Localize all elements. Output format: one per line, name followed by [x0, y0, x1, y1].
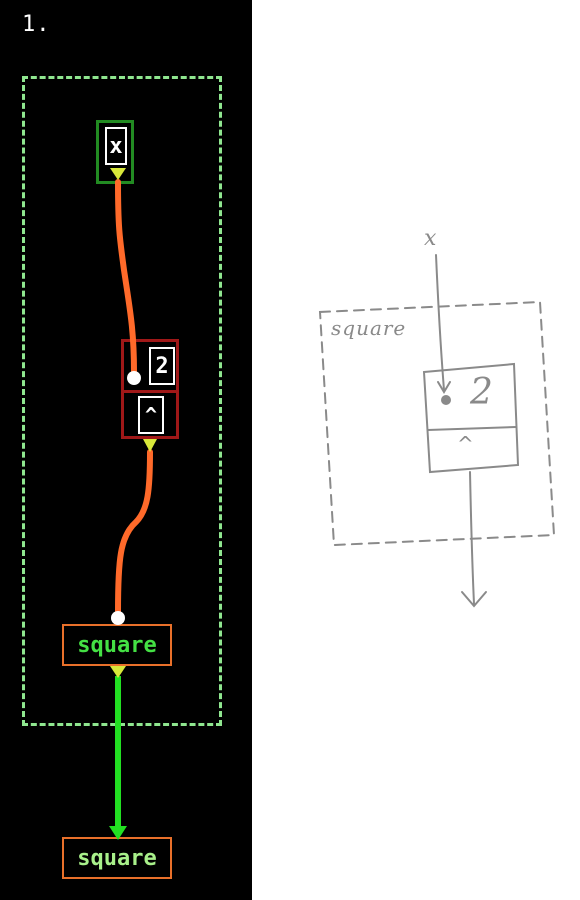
wire-x-to-power [115, 179, 137, 375]
wire-power-to-square [115, 449, 153, 615]
sketch-frame [318, 300, 556, 547]
input-node-label: x [105, 127, 127, 165]
input-node-port [110, 168, 126, 180]
sketch-output-wire [469, 471, 475, 605]
sketch-divider [427, 426, 517, 431]
sketch-drawing [318, 254, 556, 608]
sketch-input-wire [435, 254, 445, 391]
output-node-port [110, 666, 126, 678]
sketch-constant: 2 [470, 372, 493, 413]
sketch-frame-label: square [331, 316, 407, 340]
function-frame [22, 76, 222, 726]
power-node[interactable]: 2 ^ [121, 339, 179, 439]
diagram-panel: 1. x 2 ^ square square [0, 0, 252, 900]
result-node[interactable]: square [62, 837, 172, 879]
result-arrowhead [109, 826, 127, 840]
sketch-output-arrow [461, 591, 487, 608]
output-node[interactable]: square [62, 624, 172, 666]
sketch-node [422, 362, 520, 474]
step-label: 1. [22, 12, 51, 37]
output-input-port [111, 611, 125, 625]
input-node[interactable]: x [96, 120, 134, 184]
sketch-input-label: x [424, 226, 437, 251]
power-operator: ^ [138, 396, 164, 434]
sketch-input-dot [441, 395, 451, 405]
power-node-divider [124, 390, 176, 393]
power-input-port [127, 371, 141, 385]
power-node-port [143, 439, 157, 452]
sketch-operator: ^ [457, 432, 474, 456]
sketch-input-arrow [437, 381, 451, 394]
power-constant: 2 [149, 347, 175, 385]
